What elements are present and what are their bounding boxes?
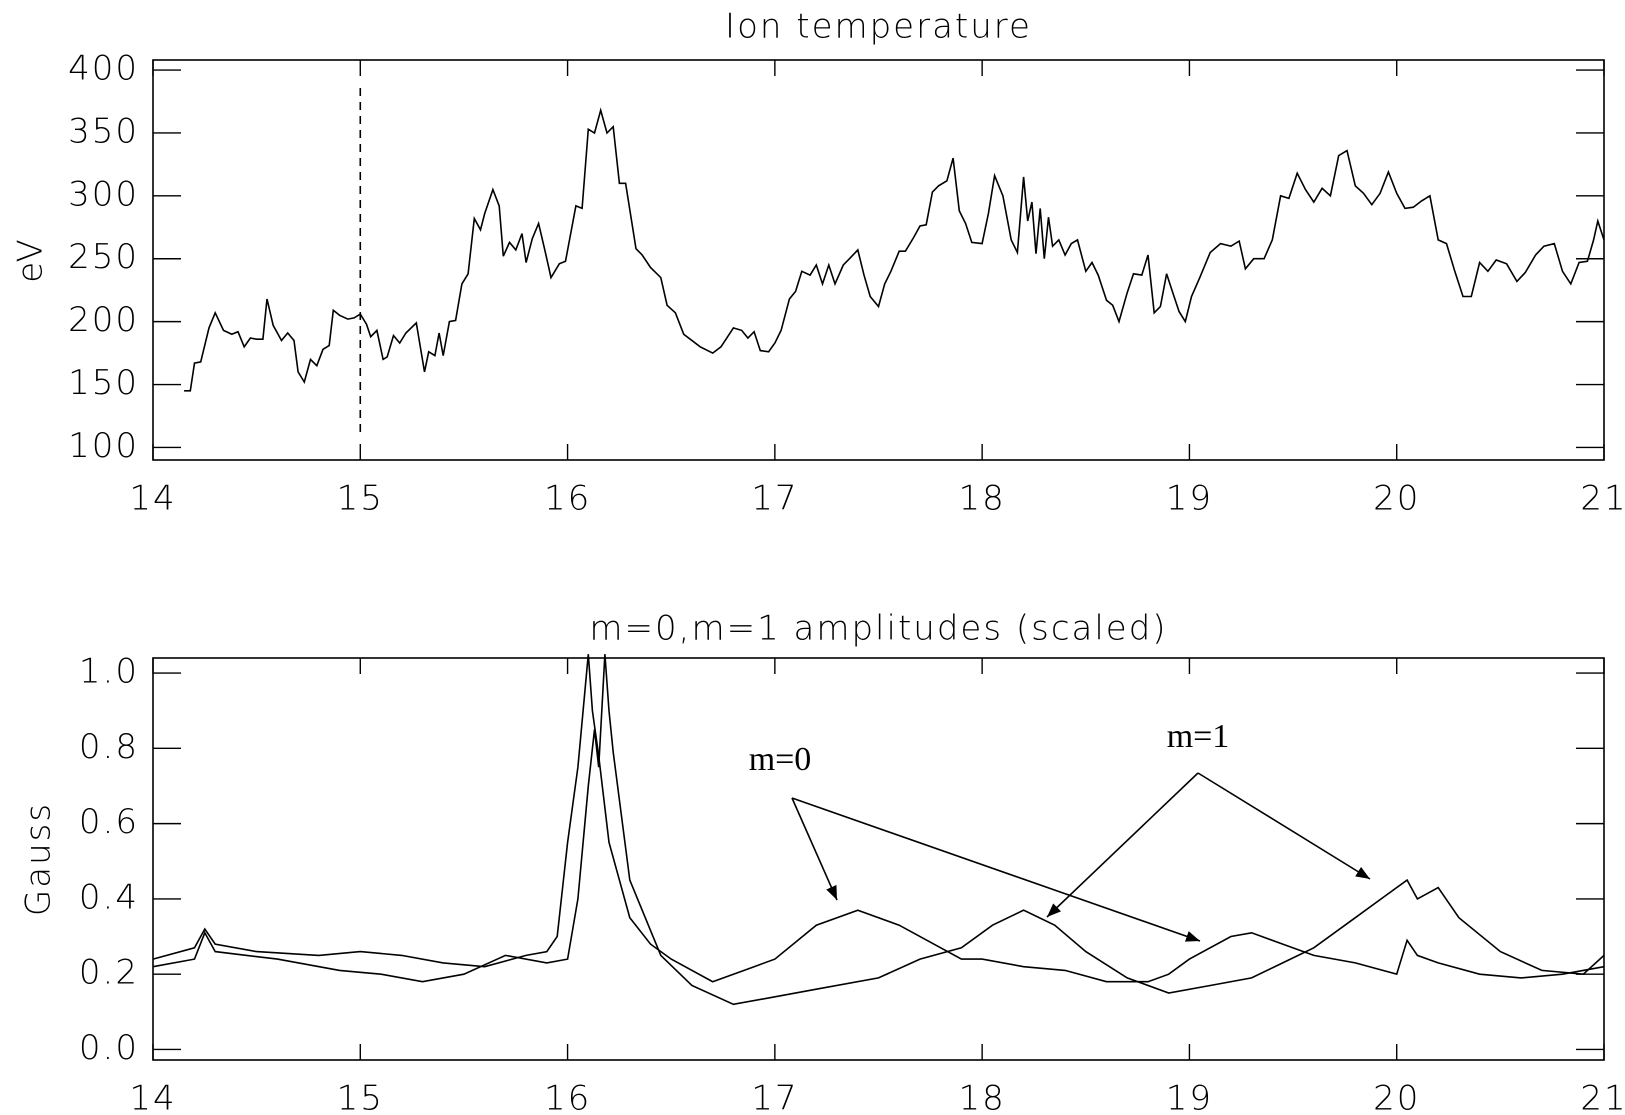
data-line [152, 654, 1605, 983]
plot-frame [152, 59, 1605, 461]
y-tick-label: 300 [68, 174, 139, 214]
y-axis-label: eV [11, 237, 51, 283]
annotation-arrow [791, 797, 1201, 942]
chart-title: Ion temperature [725, 7, 1032, 47]
annotation: m=1 [1167, 718, 1230, 755]
y-tick-label: 0.2 [79, 953, 139, 993]
x-tick-label: 19 [1166, 479, 1213, 519]
x-tick-label: 20 [1373, 1079, 1420, 1115]
y-tick-label: 0.6 [79, 802, 139, 842]
x-tick-label: 21 [1580, 479, 1625, 519]
plot-frame [152, 657, 1605, 1061]
y-axis-label: Gauss [19, 802, 59, 916]
y-tick-label: 400 [68, 49, 139, 89]
y-tick-label: 1.0 [79, 652, 139, 692]
annotation-arrow [1046, 772, 1199, 918]
x-tick-label: 20 [1373, 479, 1420, 519]
y-tick-label: 100 [68, 426, 139, 466]
y-tick-label: 0.4 [79, 877, 139, 917]
x-tick-label: 18 [959, 1079, 1006, 1115]
y-tick-label: 0.0 [79, 1028, 139, 1068]
x-tick-label: 16 [544, 1079, 591, 1115]
x-tick-label: 14 [129, 1079, 176, 1115]
y-tick-label: 150 [68, 363, 139, 403]
x-tick-label: 15 [337, 1079, 384, 1115]
annotation: m=0 [749, 741, 812, 778]
x-tick-label: 15 [337, 479, 384, 519]
chart-title: m=0,m=1 amplitudes (scaled) [589, 609, 1167, 649]
x-tick-label: 21 [1580, 1079, 1625, 1115]
y-tick-label: 250 [68, 237, 139, 277]
x-tick-label: 17 [751, 1079, 798, 1115]
y-tick-label: 200 [68, 300, 139, 340]
data-line [152, 654, 1605, 1006]
x-tick-label: 16 [544, 479, 591, 519]
data-line [184, 107, 1605, 392]
x-tick-label: 18 [959, 479, 1006, 519]
x-tick-label: 14 [129, 479, 176, 519]
y-tick-label: 350 [68, 111, 139, 151]
x-tick-label: 17 [751, 479, 798, 519]
annotation-arrow [791, 797, 838, 901]
x-tick-label: 19 [1166, 1079, 1213, 1115]
y-tick-label: 0.8 [79, 727, 139, 767]
annotation-arrow [1197, 772, 1371, 880]
